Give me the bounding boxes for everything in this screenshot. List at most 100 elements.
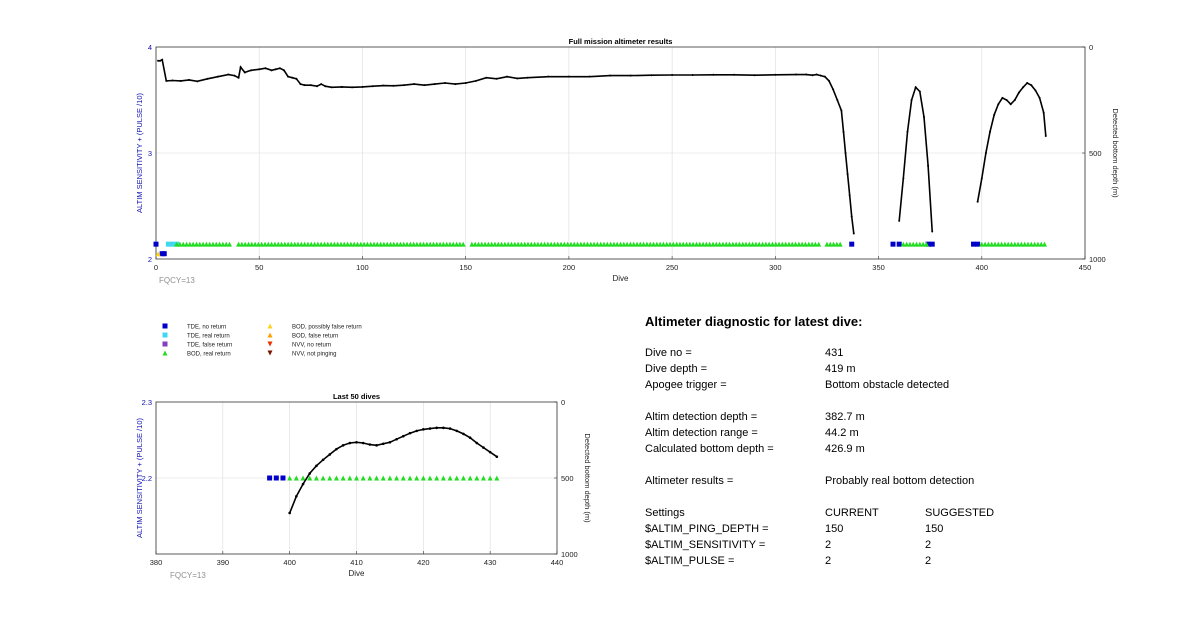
pulse-marker (769, 241, 775, 247)
pulse-marker (341, 241, 347, 247)
pulse-marker (454, 475, 460, 481)
pulse-marker (207, 241, 213, 247)
pulse-marker (444, 241, 450, 247)
legend-label: NVV, not pinging (292, 352, 336, 358)
pulse-marker (217, 241, 223, 247)
pulse-marker (677, 241, 683, 247)
pulse-marker (454, 241, 460, 247)
pulse-marker (923, 241, 929, 247)
depth-series-line (288, 426, 498, 514)
pulse-marker (333, 475, 339, 481)
depth-point (844, 152, 847, 154)
pulse-marker (743, 241, 749, 247)
pulse-marker (802, 241, 808, 247)
depth-point (848, 194, 851, 197)
x-tick-label: 100 (356, 263, 369, 272)
pulse-marker (985, 241, 991, 247)
depth-point (435, 426, 439, 430)
pulse-marker (1028, 241, 1034, 247)
depth-point (233, 74, 236, 77)
x-tick-label: 350 (872, 263, 885, 272)
pulse-marker (170, 241, 176, 247)
x-tick-label: 440 (551, 558, 564, 567)
pulse-marker (499, 241, 505, 247)
pulse-marker (267, 475, 273, 481)
depth-point (468, 436, 472, 440)
pulse-marker (700, 241, 706, 247)
depth-point (910, 99, 913, 101)
pulse-marker (929, 241, 935, 247)
depth-point (188, 78, 191, 81)
pulse-marker (799, 241, 805, 247)
pulse-marker (259, 241, 265, 247)
depth-point (454, 83, 457, 86)
depth-point (388, 440, 392, 444)
pulse-marker (657, 241, 663, 247)
altimeter-results-value: Probably real bottom detection (825, 475, 975, 487)
x-tick-label: 420 (417, 558, 430, 567)
pulse-marker (474, 475, 480, 481)
pulse-marker (736, 241, 742, 247)
x-axis-label: Dive (348, 569, 365, 578)
pulse-marker (391, 241, 397, 247)
pulse-marker (213, 241, 219, 247)
pulse-marker (384, 241, 390, 247)
depth-point (902, 177, 905, 180)
pulse-marker (252, 241, 258, 247)
pulse-marker (447, 475, 453, 481)
depth-point (840, 109, 843, 112)
pulse-marker (460, 475, 466, 481)
depth-point (335, 447, 338, 451)
pulse-marker (239, 241, 245, 247)
pulse-marker (723, 241, 729, 247)
pulse-marker (427, 241, 433, 247)
x-tick-label: 410 (350, 558, 363, 567)
pulse-marker (637, 241, 643, 247)
pulse-marker (378, 241, 384, 247)
depth-point (462, 432, 465, 436)
depth-point (288, 511, 291, 515)
depth-point (691, 73, 694, 76)
depth-point (299, 83, 302, 86)
pulse-marker (331, 241, 337, 247)
pulse-marker (407, 241, 413, 247)
pulse-marker (697, 241, 703, 247)
pulse-marker (660, 241, 666, 247)
pulse-marker (203, 241, 209, 247)
pulse-marker (321, 241, 327, 247)
pulse-marker (1015, 241, 1021, 247)
pulse-marker (806, 241, 812, 247)
depth-point (159, 59, 162, 62)
depth-point (444, 82, 447, 85)
pulse-marker (773, 241, 779, 247)
depth-point (401, 434, 405, 438)
sensitivity-current: 2 (825, 539, 832, 551)
settings-header-row: Settings CURRENT SUGGESTED (645, 507, 1125, 521)
pulse-marker (275, 241, 281, 247)
depth-point (927, 164, 930, 167)
legend-label: TDE, no return (187, 325, 226, 331)
pulse-marker (414, 241, 420, 247)
pulse-marker (226, 241, 232, 247)
pulse-marker (487, 475, 493, 481)
pulse-marker (809, 241, 815, 247)
depth-point (846, 173, 849, 176)
pulse-marker (242, 241, 248, 247)
depth-point (320, 83, 323, 86)
depth-point (402, 84, 405, 87)
depth-point (274, 68, 277, 71)
pulse-marker (280, 475, 286, 481)
depth-point (171, 79, 174, 82)
fqcy-note: FQCY=13 (159, 276, 195, 285)
pulse-marker (917, 241, 923, 247)
pulse-marker (223, 241, 229, 247)
pulse-marker (437, 241, 443, 247)
depth-point (1009, 103, 1012, 106)
depth-point (179, 79, 182, 82)
pulse-marker (335, 241, 341, 247)
depth-point (733, 73, 736, 76)
pulse-marker (374, 475, 380, 481)
pulse-marker (480, 475, 486, 481)
pulse-marker (354, 475, 359, 481)
